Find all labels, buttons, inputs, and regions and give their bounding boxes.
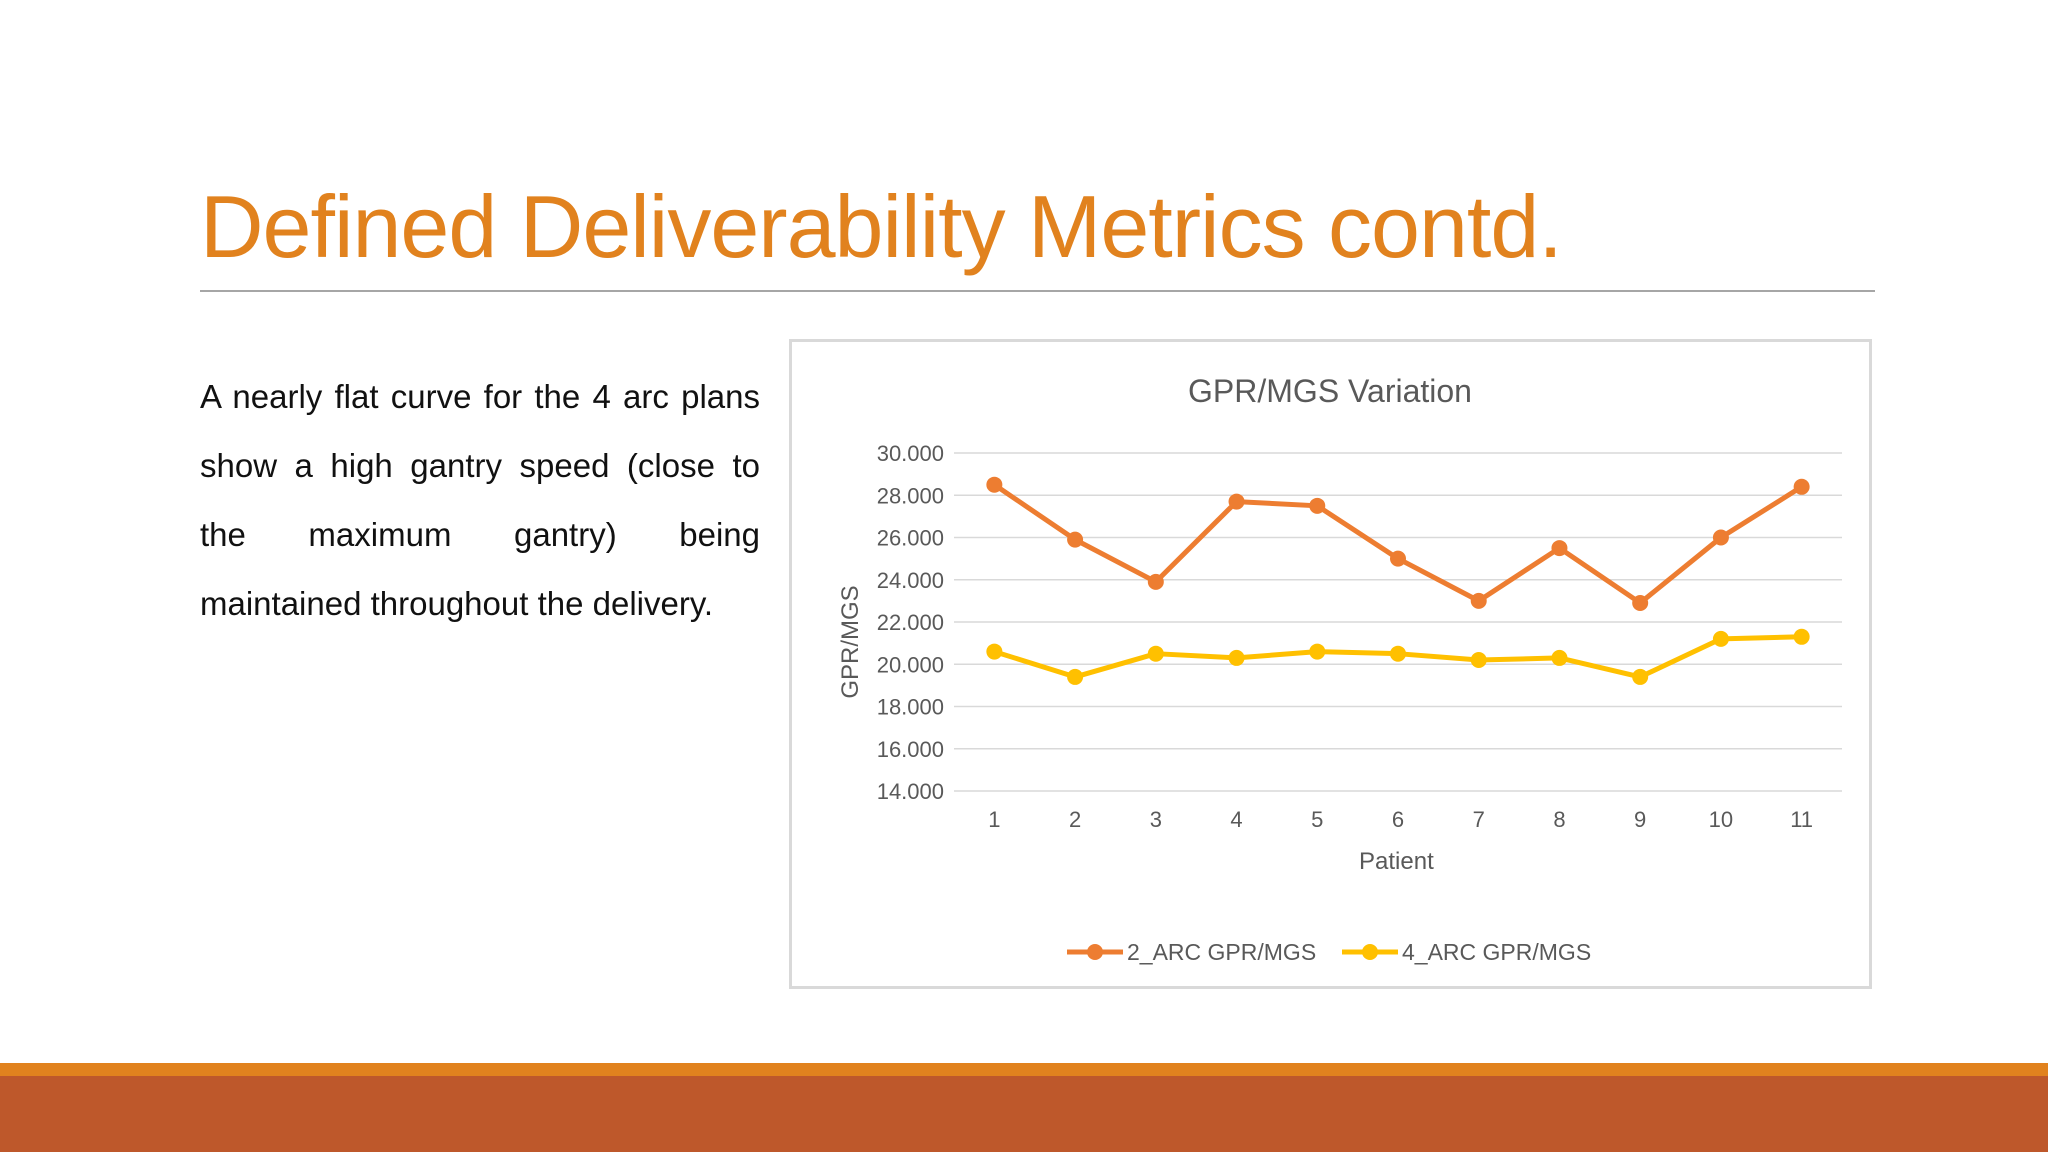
x-tick-label: 6 (1392, 807, 1404, 832)
x-tick-label: 3 (1150, 807, 1162, 832)
data-point-series-2 (1632, 668, 1649, 685)
footer-band (0, 1076, 2048, 1152)
y-tick-label: 16.000 (877, 737, 944, 762)
data-point-series-1 (1390, 550, 1406, 567)
x-axis-label: Patient (1359, 848, 1434, 875)
y-tick-label: 20.000 (877, 652, 944, 677)
slide-title: Defined Deliverability Metrics contd. (200, 177, 1563, 276)
data-point-series-1 (1712, 529, 1729, 546)
data-point-series-2 (1147, 645, 1164, 662)
x-tick-label: 9 (1634, 807, 1646, 832)
chart-container: GPR/MGS Variation 14.000 16.000 18.000 20.00… (789, 339, 1872, 989)
y-axis-label: GPR/MGS (837, 585, 864, 698)
chart-title: GPR/MGS Variation (1188, 373, 1472, 409)
legend-label: 4_ARC GPR/MGS (1402, 939, 1591, 965)
x-tick-label: 10 (1709, 807, 1733, 832)
data-point-series-2 (1793, 628, 1810, 645)
data-point-series-2 (1390, 645, 1406, 662)
x-tick-label: 11 (1790, 807, 1813, 832)
data-point-series-2 (1712, 630, 1729, 647)
series-line-1 (992, 482, 1803, 606)
x-tick-label: 4 (1230, 807, 1242, 832)
data-point-series-1 (1147, 573, 1164, 590)
title-divider (200, 290, 1875, 292)
y-tick-label: 30.000 (877, 441, 944, 466)
data-point-series-1 (1309, 497, 1326, 514)
x-tick-label: 5 (1311, 807, 1323, 832)
legend-label: 2_ARC GPR/MGS (1127, 939, 1316, 965)
legend-swatch-marker (1362, 944, 1378, 960)
y-tick-label: 18.000 (877, 695, 944, 720)
data-point-series-2 (986, 643, 1003, 660)
x-tick-label: 2 (1069, 807, 1081, 832)
data-point-series-2 (1551, 649, 1568, 666)
y-tick-label: 22.000 (877, 610, 944, 635)
data-point-series-1 (1551, 540, 1568, 557)
y-tick-label: 14.000 (877, 779, 944, 804)
data-point-series-2 (1228, 649, 1245, 666)
data-point-series-2 (1067, 668, 1084, 685)
data-point-series-1 (1632, 594, 1649, 611)
x-tick-label: 8 (1553, 807, 1565, 832)
y-tick-label: 28.000 (877, 483, 944, 508)
data-point-series-1 (1067, 531, 1084, 548)
footer-accent-stripe (0, 1063, 2048, 1076)
line-chart: GPR/MGS Variation 14.000 16.000 18.000 20.00… (837, 373, 1842, 965)
data-point-series-1 (1228, 493, 1245, 510)
x-tick-label: 7 (1473, 807, 1485, 832)
data-point-series-1 (1470, 592, 1487, 609)
y-tick-label: 26.000 (877, 526, 944, 551)
data-point-series-1 (1793, 478, 1810, 495)
data-point-series-1 (986, 476, 1003, 493)
x-tick-label: 1 (988, 807, 1000, 832)
y-tick-label: 24.000 (877, 568, 944, 593)
legend-swatch-marker (1087, 944, 1103, 960)
body-paragraph: A nearly flat curve for the 4 arc plans … (200, 378, 760, 622)
data-point-series-2 (1470, 652, 1487, 669)
data-point-series-2 (1309, 643, 1326, 660)
